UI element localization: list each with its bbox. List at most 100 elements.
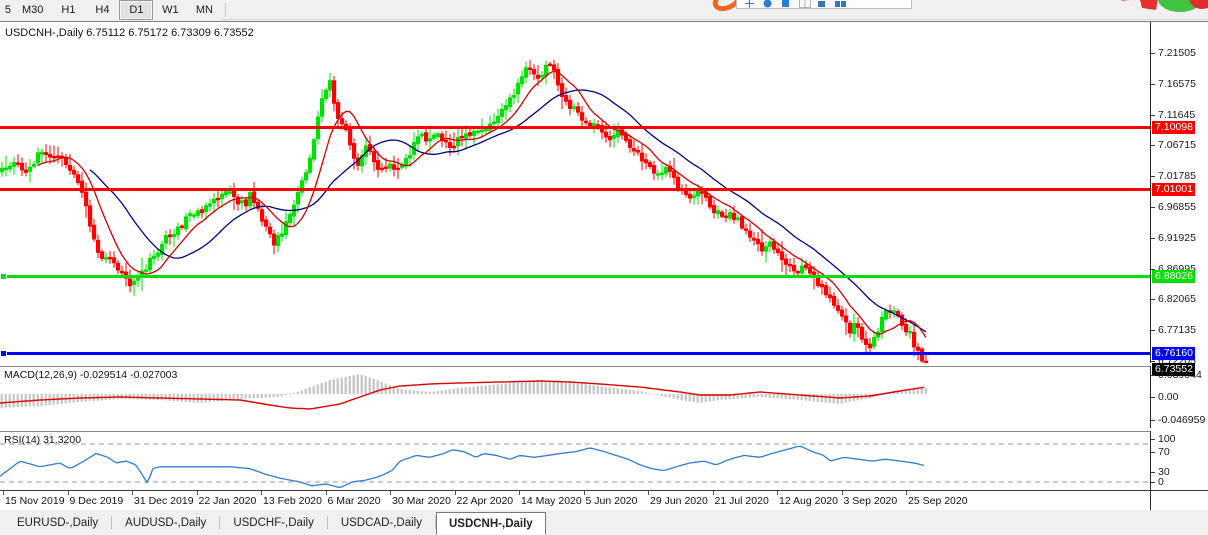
price-tick-label: 6.86995 [1158,262,1196,275]
tile-windows-icon[interactable] [835,0,846,7]
rsi-series [0,443,1150,489]
time-tick-mark [3,491,4,495]
time-axis-label: 13 Feb 2020 [263,495,322,507]
macd-tick-mark [1151,420,1155,421]
chart-tab-eurusd[interactable]: EURUSD-,Daily [4,510,112,535]
support-line-handle-green[interactable] [0,273,7,280]
rsi-tick-label: 100 [1158,433,1176,445]
price-tick-label: 6.91925 [1158,231,1196,244]
timeframe-button-d1[interactable]: D1 [119,0,154,20]
time-axis-label: 14 May 2020 [521,495,582,507]
price-badge-red: 7.01001 [1152,183,1195,196]
price-badge-black: 6.73552 [1152,363,1195,376]
timeframe-button-h4[interactable]: H4 [85,0,120,20]
candlestick-series [0,60,929,363]
time-axis-label: 31 Dec 2019 [134,495,194,507]
price-tick-label: 6.82065 [1158,293,1196,306]
macd-scale: 0.039044 0.00 -0.046959 [1150,366,1208,428]
chart-tab-audusd[interactable]: AUDUSD-,Daily [112,510,220,535]
time-axis-label: 22 Jan 2020 [198,495,257,507]
price-tick-mark [1151,237,1155,239]
price-tick-label: 7.11645 [1158,108,1196,121]
time-tick-mark [132,491,133,495]
time-axis-label: 3 Sep 2020 [843,495,898,507]
timeframe-button-mn[interactable]: MN [187,0,222,20]
macd-tick-label: 0.00 [1158,391,1179,403]
time-axis-label: 9 Dec 2019 [69,495,124,507]
chart-tab-usdcad[interactable]: USDCAD-,Daily [327,510,435,535]
macd-tick-mark [1151,375,1155,376]
time-tick-mark [196,491,198,495]
time-tick-mark [712,491,714,495]
support-line-688026[interactable] [0,275,1150,278]
timeframe-button-5[interactable]: 5 [0,0,14,20]
tab-bar-filler [546,510,1208,535]
price-tick-label: 6.72205 [1158,355,1196,367]
rsi-tick-label: 0 [1158,476,1164,488]
tab-separator [434,516,436,529]
rsi-tick-label: 30 [1158,466,1170,478]
rsi-tick-mark [1151,472,1155,473]
time-tick-mark [325,491,327,495]
window-icon[interactable] [817,0,826,7]
price-pane[interactable]: USDCNH-,Daily 6.75112 6.75172 6.73309 6.… [0,22,1150,363]
price-tick-label: 6.77135 [1158,324,1196,337]
time-axis-label: 12 Aug 2020 [779,495,838,507]
price-tick-label: 7.01785 [1158,170,1196,183]
time-tick-mark [261,491,262,495]
timeframe-button-m30[interactable]: M30 [14,0,52,20]
price-badge-blue: 6.76160 [1152,347,1195,360]
rsi-pane[interactable]: RSI(14) 31.3200 [0,431,1150,490]
rsi-tick-mark [1151,482,1155,483]
price-tick-mark [1151,361,1155,362]
macd-tick-label: -0.046959 [1158,414,1206,426]
macd-pane[interactable]: MACD(12,26,9) -0.029514 -0.027003 [0,366,1150,428]
time-axis-label: 6 Mar 2020 [327,495,381,507]
time-axis-label: 25 Sep 2020 [908,495,968,507]
rsi-tick-label: 70 [1158,446,1170,458]
timeframe-button-h1[interactable]: H1 [51,0,86,20]
time-tick-mark [454,491,456,495]
toolbar-separator [225,3,227,17]
time-tick-mark [67,491,69,495]
time-tick-mark [583,491,585,495]
price-tick-mark [1151,176,1155,178]
resistance-line-701001[interactable] [0,188,1150,191]
rsi-scale: 100 70 30 0 [1150,431,1208,490]
price-scale[interactable]: 7.21505 7.16575 7.11645 7.06715 7.01785 6.968… [1150,22,1208,376]
macd-header-label: MACD(12,26,9) -0.029514 -0.027003 [4,369,178,381]
globe-icon[interactable] [763,0,772,8]
macd-tick-mark [1151,397,1155,398]
chart-window[interactable]: USDCNH-,Daily 6.75112 6.75172 6.73309 6.… [0,21,1208,511]
chart-header-label: USDCNH-,Daily 6.75112 6.75172 6.73309 6.… [5,27,254,39]
chart-bars-icon[interactable] [781,0,790,7]
tab-separator [326,516,328,529]
resistance-line-710098[interactable] [0,126,1150,129]
time-tick-mark [648,491,649,495]
price-badge-green: 6.88026 [1152,270,1195,283]
support-line-handle-blue[interactable] [0,350,7,357]
price-tick-mark [1151,207,1155,208]
tab-separator [219,516,221,529]
price-tick-mark [1151,299,1155,301]
time-axis-label: 15 Nov 2019 [5,495,65,507]
macd-tick-label: 0.039044 [1158,369,1202,381]
price-tick-mark [1151,114,1155,116]
time-axis-label: 21 Jul 2020 [714,495,769,507]
time-axis-label: 29 Jun 2020 [650,495,708,507]
price-tick-mark [1151,145,1155,147]
time-axis[interactable]: 15 Nov 2019 9 Dec 2019 31 Dec 2019 22 Jan 2… [0,490,1150,511]
support-line-676160[interactable] [0,352,1150,355]
time-axis-label: 22 Apr 2020 [456,495,514,507]
secondary-toolbar[interactable] [736,0,912,9]
chart-tab-bar[interactable]: EURUSD-,Daily AUDUSD-,Daily USDCHF-,Daily U… [0,510,1208,535]
chart-tab-usdcnh[interactable]: USDCNH-,Daily [435,512,546,535]
grid-toggle-icon[interactable] [799,0,811,8]
time-tick-mark [841,491,843,495]
timeframe-button-w1[interactable]: W1 [153,0,188,20]
crosshair-icon[interactable] [745,0,754,8]
chart-tab-usdchf[interactable]: USDCHF-,Daily [220,510,327,535]
time-axis-label: 30 Mar 2020 [392,495,451,507]
timeframe-button-group[interactable]: 5 M30 H1 H4 D1 W1 MN [0,0,230,20]
